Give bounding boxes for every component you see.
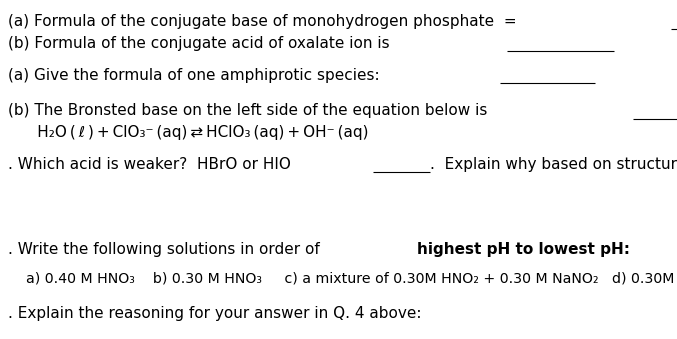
Text: a) 0.40 M HNO₃    b) 0.30 M HNO₃     c) a mixture of 0.30M HNO₂ + 0.30 M NaNO₂  : a) 0.40 M HNO₃ b) 0.30 M HNO₃ c) a mixtu…: [8, 271, 677, 285]
Text: (b) The Bronsted base on the left side of the equation below is: (b) The Bronsted base on the left side o…: [8, 103, 492, 118]
Text: .  Explain why based on structure (not on Ka values).: . Explain why based on structure (not on…: [430, 157, 677, 172]
Text: H₂O ( ℓ ) + ClO₃⁻ (aq) ⇄ HClO₃ (aq) + OH⁻ (aq): H₂O ( ℓ ) + ClO₃⁻ (aq) ⇄ HClO₃ (aq) + OH…: [8, 125, 368, 140]
Text: . Which acid is weaker?  HBrO or HIO: . Which acid is weaker? HBrO or HIO: [8, 157, 291, 172]
Text: (a) Give the formula of one amphiprotic species:: (a) Give the formula of one amphiprotic …: [8, 68, 389, 83]
Text: . Write the following solutions in order of: . Write the following solutions in order…: [8, 242, 325, 257]
Text: . Explain the reasoning for your answer in Q. 4 above:: . Explain the reasoning for your answer …: [8, 306, 422, 321]
Text: (b) Formula of the conjugate acid of oxalate ion is: (b) Formula of the conjugate acid of oxa…: [8, 36, 395, 51]
Text: (a) Formula of the conjugate base of monohydrogen phosphate  =: (a) Formula of the conjugate base of mon…: [8, 14, 521, 28]
Text: highest pH to lowest pH:: highest pH to lowest pH:: [416, 242, 630, 257]
